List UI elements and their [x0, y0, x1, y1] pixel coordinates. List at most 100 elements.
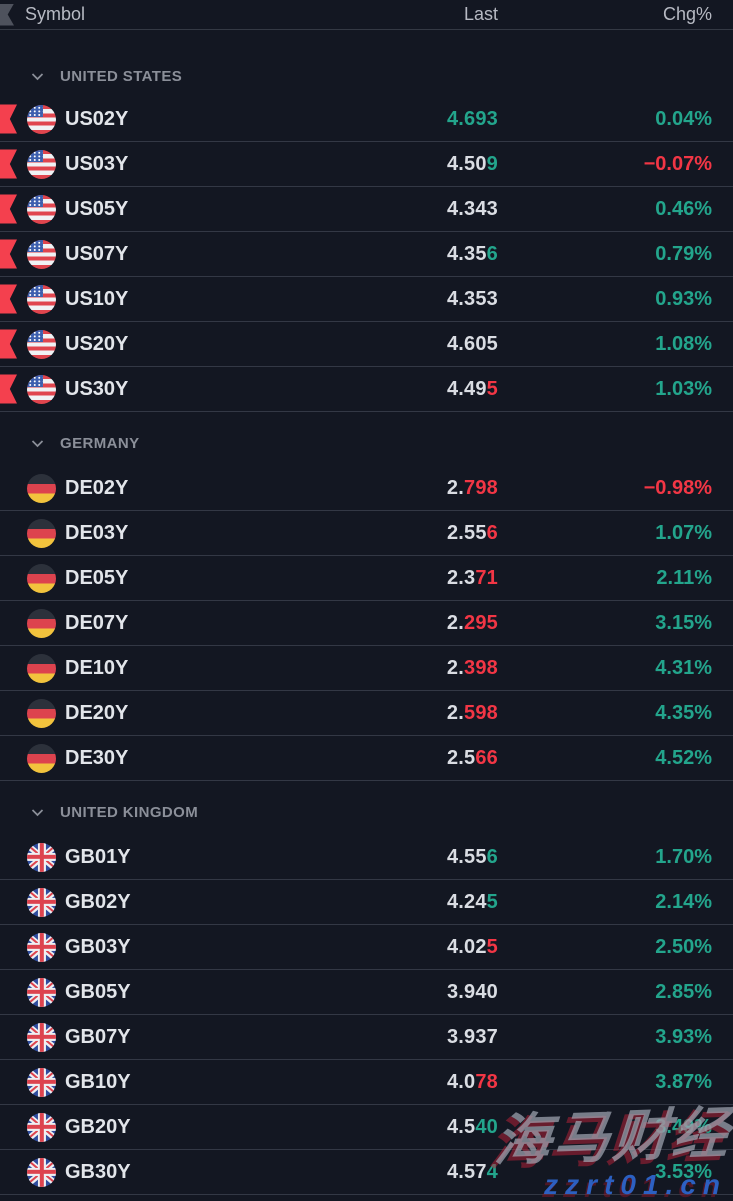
last-value: 4.245 [446, 890, 498, 913]
chg-value: 2.14% [655, 890, 712, 913]
us-flag-icon [27, 104, 56, 134]
red-flag-marker-icon[interactable] [0, 329, 17, 359]
symbol-label: GB01Y [65, 845, 131, 868]
de-flag-icon [27, 743, 56, 773]
last-value: 4.509 [446, 152, 498, 175]
chg-value: 4.31% [655, 656, 712, 679]
de-flag-icon [27, 698, 56, 728]
chevron-down-icon [31, 808, 44, 816]
symbol-label: DE20Y [65, 701, 129, 724]
watchlist-row-DE20Y[interactable]: DE20Y 2.598 4.35% [0, 691, 733, 736]
chevron-down-icon [31, 439, 44, 447]
red-flag-marker-icon[interactable] [0, 104, 17, 134]
red-flag-marker-icon[interactable] [0, 239, 17, 269]
chg-value: 0.79% [655, 242, 712, 265]
watchlist-row-GB30Y[interactable]: GB30Y 4.574 3.53% [0, 1150, 733, 1195]
watchlist-row-GB01Y[interactable]: GB01Y 4.556 1.70% [0, 835, 733, 880]
chg-value: 0.46% [655, 197, 712, 220]
watchlist-row-DE02Y[interactable]: DE02Y 2.798 −0.98% [0, 466, 733, 511]
watchlist-row-US05Y[interactable]: US05Y 4.343 0.46% [0, 187, 733, 232]
symbol-label: GB05Y [65, 980, 131, 1003]
red-flag-marker-icon[interactable] [0, 374, 17, 404]
watchlist-row-GB07Y[interactable]: GB07Y 3.937 3.93% [0, 1015, 733, 1060]
watchlist-row-US02Y[interactable]: US02Y 4.693 0.04% [0, 97, 733, 142]
last-value: 2.371 [446, 566, 498, 589]
group-header-united-kingdom[interactable]: UNITED KINGDOM [0, 781, 733, 835]
watchlist-row-US03Y[interactable]: US03Y 4.509 −0.07% [0, 142, 733, 187]
watchlist-row-GB20Y[interactable]: GB20Y 4.540 3.49% [0, 1105, 733, 1150]
last-value: 4.078 [446, 1070, 498, 1093]
us-flag-canton [27, 239, 44, 253]
chg-value: 3.49% [655, 1115, 712, 1138]
group-label: UNITED STATES [60, 68, 183, 85]
last-value: 4.574 [446, 1160, 498, 1183]
gb-flag-icon [27, 842, 56, 872]
us-flag-canton [27, 329, 44, 343]
red-flag-marker-icon[interactable] [0, 149, 17, 179]
group-label: GERMANY [60, 434, 140, 452]
watchlist-row-DE05Y[interactable]: DE05Y 2.371 2.11% [0, 556, 733, 601]
red-flag-marker-icon[interactable] [0, 194, 17, 224]
column-header-last[interactable]: Last [463, 4, 498, 24]
chg-value: 2.85% [655, 980, 712, 1003]
watchlist-row-US20Y[interactable]: US20Y 4.605 1.08% [0, 322, 733, 367]
chg-value: 4.35% [655, 701, 712, 724]
group-header-germany[interactable]: GERMANY [0, 412, 733, 466]
gb-flag-icon [27, 1067, 56, 1097]
symbol-label: DE03Y [65, 521, 129, 544]
chg-value: 3.53% [655, 1160, 712, 1183]
symbol-column-header[interactable]: Symbol [0, 3, 338, 26]
last-value: 2.398 [446, 656, 498, 679]
symbol-label: DE05Y [65, 566, 129, 589]
symbol-label: DE30Y [65, 746, 129, 769]
gb-flag-icon [27, 977, 56, 1007]
watchlist-row-DE07Y[interactable]: DE07Y 2.295 3.15% [0, 601, 733, 646]
us-flag-icon [27, 239, 56, 269]
watchlist-row-GB03Y[interactable]: GB03Y 4.025 2.50% [0, 925, 733, 970]
last-value: 3.937 [446, 1025, 498, 1048]
symbol-label: GB30Y [65, 1160, 131, 1183]
symbol-label: US03Y [65, 152, 129, 175]
watchlist-row-GB05Y[interactable]: GB05Y 3.940 2.85% [0, 970, 733, 1015]
symbol-label: GB10Y [65, 1070, 131, 1093]
last-value: 2.295 [446, 611, 498, 634]
us-flag-icon [27, 149, 56, 179]
watchlist-row-US30Y[interactable]: US30Y 4.495 1.03% [0, 367, 733, 412]
symbol-label: GB07Y [65, 1025, 131, 1048]
watchlist-row-US07Y[interactable]: US07Y 4.356 0.79% [0, 232, 733, 277]
symbol-label: DE10Y [65, 656, 129, 679]
red-flag-marker-icon[interactable] [0, 284, 17, 314]
de-flag-icon [27, 653, 56, 683]
us-flag-canton [27, 194, 44, 208]
symbol-label: US20Y [65, 332, 129, 355]
chg-value: 3.87% [655, 1070, 712, 1093]
group-header-united-states[interactable]: UNITED STATES [0, 30, 733, 97]
watchlist-row-GB10Y[interactable]: GB10Y 4.078 3.87% [0, 1060, 733, 1105]
last-value: 2.566 [446, 746, 498, 769]
chg-value: 1.07% [655, 521, 712, 544]
watchlist-row-DE30Y[interactable]: DE30Y 2.566 4.52% [0, 736, 733, 781]
symbol-label: DE07Y [65, 611, 129, 634]
last-value: 4.353 [446, 287, 498, 310]
us-flag-icon [27, 374, 56, 404]
watchlist-row-GB02Y[interactable]: GB02Y 4.245 2.14% [0, 880, 733, 925]
watchlist-body: UNITED STATES US02Y 4.693 0.04% US03Y 4.509 −0… [0, 30, 733, 1195]
chg-value: 3.15% [655, 611, 712, 634]
watchlist-row-DE03Y[interactable]: DE03Y 2.556 1.07% [0, 511, 733, 556]
watchlist-row-DE10Y[interactable]: DE10Y 2.398 4.31% [0, 646, 733, 691]
last-value: 4.025 [446, 935, 498, 958]
us-flag-icon [27, 329, 56, 359]
watchlist-row-US10Y[interactable]: US10Y 4.353 0.93% [0, 277, 733, 322]
chg-value: 1.03% [655, 377, 712, 400]
column-header-chg[interactable]: Chg% [662, 4, 712, 24]
chg-value: −0.98% [643, 476, 712, 499]
chg-value: 3.93% [655, 1025, 712, 1048]
symbol-label: US02Y [65, 107, 129, 130]
symbol-label: DE02Y [65, 476, 129, 499]
chg-value: 2.11% [656, 566, 712, 589]
last-value: 4.540 [446, 1115, 498, 1138]
de-flag-icon [27, 473, 56, 503]
us-flag-icon [27, 194, 56, 224]
flag-column-icon[interactable] [0, 3, 14, 26]
chg-value: 4.52% [655, 746, 712, 769]
